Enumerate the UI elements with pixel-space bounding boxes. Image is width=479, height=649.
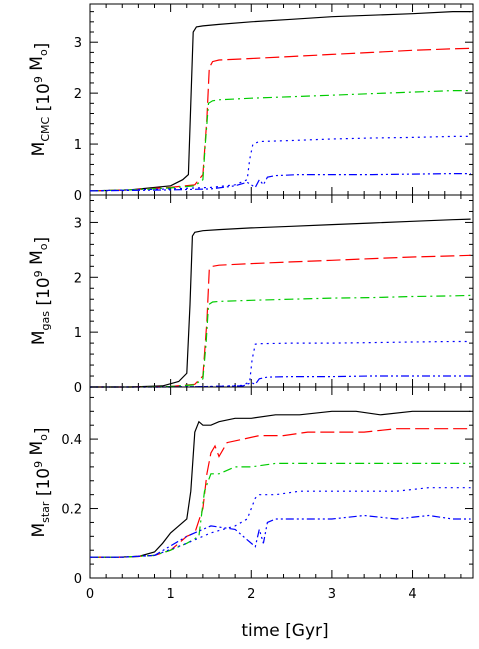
y-tick-label: 3: [74, 216, 82, 231]
series-line-3: [90, 487, 471, 558]
series-line-1: [90, 428, 471, 558]
series-line-1: [89, 47, 471, 192]
series-line-4: [89, 173, 471, 192]
y-tick-label: 3: [74, 36, 82, 51]
x-tick-label: 2: [247, 587, 255, 602]
series-line-4: [90, 514, 471, 558]
series-line-3: [89, 135, 471, 192]
series-line-0: [90, 218, 471, 388]
panel-2: 0 0.2 0.4 Mstar [109 Mo]: [27, 386, 474, 587]
panel-frame: [89, 194, 474, 388]
x-axis-title: time [Gyr]: [241, 621, 328, 641]
y-axis-title: Mstar [109 Mo]: [27, 427, 54, 537]
y-tick-label: 0: [74, 189, 82, 204]
y-tick-label: 1: [74, 138, 82, 153]
x-tick-labels: 0 1 2 3 4: [86, 587, 417, 602]
y-tick-label: 0: [74, 381, 82, 396]
series-line-4: [90, 375, 471, 388]
x-tick-label: 4: [408, 587, 416, 602]
series-line-0: [90, 410, 471, 558]
y-tick-label: 1: [74, 326, 82, 341]
y-axis-title: Mgas [109 Mo]: [27, 237, 54, 345]
series-line-1: [90, 254, 471, 388]
series-line-2: [90, 294, 471, 388]
series-line-2: [90, 462, 471, 558]
series-line-3: [90, 340, 471, 388]
x-tick-label: 1: [166, 587, 174, 602]
x-tick-label: 3: [328, 587, 336, 602]
series-line-0: [89, 11, 471, 192]
y-axis-title: MCMC [109 Mo]: [27, 43, 54, 157]
y-tick-label: 0: [74, 572, 82, 587]
y-tick-label: 2: [74, 87, 82, 102]
panel-1: 0 1 2 3 Mgas [109 Mo]: [27, 194, 474, 396]
x-tick-label: 0: [86, 587, 94, 602]
panel-frame: [89, 3, 474, 196]
y-tick-label: 0.4: [61, 433, 82, 448]
y-tick-label: 0.2: [61, 503, 82, 518]
panel-frame: [89, 386, 474, 579]
y-tick-label: 2: [74, 271, 82, 286]
panel-0: 0 1 2 3 MCMC [109 Mo]: [27, 3, 474, 204]
